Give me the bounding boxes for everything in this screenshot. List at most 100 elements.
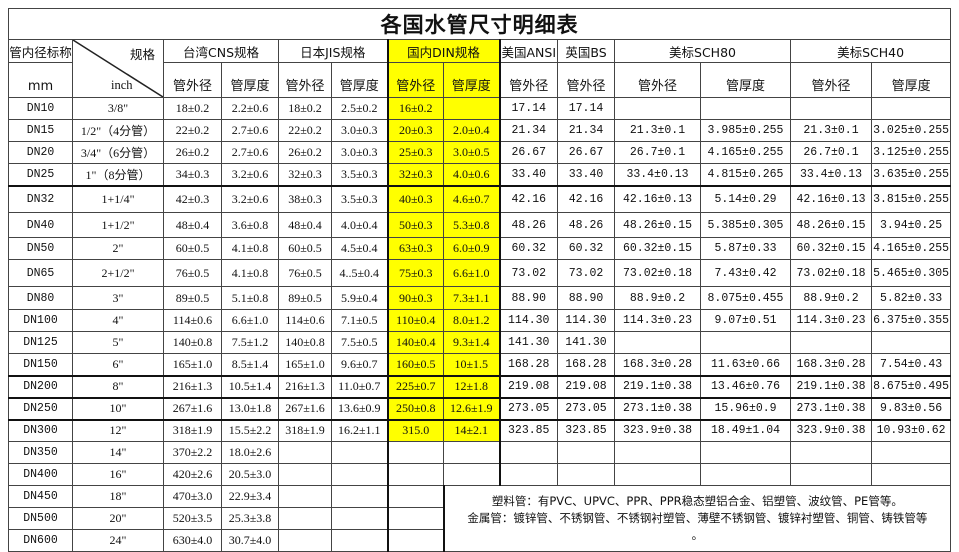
value-cell: 13.6±0.9 xyxy=(331,396,388,420)
nominal-size-cell: DN500 xyxy=(8,507,73,530)
value-cell: 21.34 xyxy=(557,119,615,142)
value-cell: 26±0.2 xyxy=(163,141,222,164)
table-row: DN40 1+1/2" 48±0.4 3.6±0.8 48±0.4 4.0±0.4 50±0… xyxy=(8,212,952,238)
value-cell: 12±1.8 xyxy=(443,374,501,398)
value-cell: 73.02±0.18 xyxy=(614,259,701,287)
value-cell: 17.14 xyxy=(557,97,615,120)
nominal-size-cell: DN80 xyxy=(8,286,73,310)
value-cell: 88.9±0.2 xyxy=(790,286,872,310)
inch-size-cell: 18" xyxy=(72,485,164,508)
header-wall-thickness: 管厚度 xyxy=(221,62,279,98)
header-wall-thickness: 管厚度 xyxy=(700,62,791,98)
value-cell: 420±2.6 xyxy=(163,463,222,486)
value-cell: 114.3±0.23 xyxy=(790,309,872,332)
value-cell xyxy=(614,97,701,120)
value-cell: 90±0.3 xyxy=(386,286,444,310)
value-cell: 2.5±0.2 xyxy=(331,97,388,120)
value-cell: 6.0±0.9 xyxy=(443,237,501,260)
value-cell: 26.7±0.1 xyxy=(790,141,872,164)
value-cell: 20.5±3.0 xyxy=(221,463,279,486)
value-cell: 3.6±0.8 xyxy=(221,212,279,238)
header-sch80: 美标SCH80 xyxy=(614,39,791,63)
table-row: DN80 3" 89±0.5 5.1±0.8 89±0.5 5.9±0.4 90±0.3 7.… xyxy=(8,286,952,310)
value-cell: 520±3.5 xyxy=(163,507,222,530)
value-cell: 323.85 xyxy=(499,418,558,442)
value-cell xyxy=(278,485,332,508)
value-cell: 42.16 xyxy=(499,184,558,213)
value-cell: 48.26±0.15 xyxy=(790,212,872,238)
value-cell: 3.0±0.3 xyxy=(331,141,388,164)
value-cell xyxy=(790,441,872,464)
nominal-size-cell: DN250 xyxy=(8,396,73,420)
value-cell: 140±0.8 xyxy=(163,331,222,354)
table-row: DN100 4" 114±0.6 6.6±1.0 114±0.6 7.1±0.5 110±0… xyxy=(8,309,952,332)
value-cell: 22±0.2 xyxy=(278,119,332,142)
value-cell: 168.3±0.28 xyxy=(790,353,872,376)
value-cell: 273.1±0.38 xyxy=(614,396,701,420)
value-cell: 42.16±0.13 xyxy=(790,184,872,213)
value-cell: 15.5±2.2 xyxy=(221,418,279,442)
table-row: DN250 10" 267±1.6 13.0±1.8 267±1.6 13.6±0.9 25… xyxy=(8,396,952,420)
value-cell: 60.32±0.15 xyxy=(790,237,872,260)
value-cell xyxy=(790,331,872,354)
value-cell: 88.90 xyxy=(499,286,558,310)
value-cell: 18±0.2 xyxy=(278,97,332,120)
value-cell: 323.9±0.38 xyxy=(614,418,701,442)
value-cell: 273.1±0.38 xyxy=(790,396,872,420)
inch-size-cell: 24" xyxy=(72,529,164,552)
value-cell: 4.6±0.7 xyxy=(443,184,501,213)
inch-size-cell: 3/4"（6分管） xyxy=(72,141,164,164)
value-cell: 9.3±1.4 xyxy=(443,331,501,354)
value-cell: 12.6±1.9 xyxy=(443,396,501,420)
value-cell: 7.54±0.43 xyxy=(870,353,952,376)
value-cell xyxy=(386,507,445,530)
value-cell xyxy=(557,463,615,486)
note-line1: 塑料管：有PVC、UPVC、PPR、PPR稳态塑铝合金、铝塑管、波纹管、PE管等… xyxy=(491,494,903,508)
value-cell: 318±1.9 xyxy=(278,418,332,442)
header-ansi: 美国ANSI xyxy=(499,39,558,63)
value-cell: 89±0.5 xyxy=(163,286,222,310)
inch-size-cell: 8" xyxy=(72,374,164,398)
value-cell: 48.26 xyxy=(557,212,615,238)
value-cell: 141.30 xyxy=(499,331,558,354)
header-outer-diameter: 管外径 xyxy=(790,62,872,98)
value-cell: 5.3±0.8 xyxy=(443,212,501,238)
value-cell: 32±0.3 xyxy=(278,163,332,186)
value-cell xyxy=(700,441,791,464)
value-cell xyxy=(331,441,388,464)
value-cell: 11.63±0.66 xyxy=(700,353,791,376)
value-cell xyxy=(331,507,388,530)
value-cell: 219.1±0.38 xyxy=(790,374,872,398)
value-cell: 114±0.6 xyxy=(163,309,222,332)
value-cell xyxy=(278,529,332,552)
value-cell: 63±0.3 xyxy=(386,237,444,260)
value-cell: 16.2±1.1 xyxy=(331,418,388,442)
value-cell: 3.0±0.3 xyxy=(331,119,388,142)
nominal-size-cell: DN32 xyxy=(8,184,73,213)
value-cell: 60±0.5 xyxy=(278,237,332,260)
value-cell: 5.14±0.29 xyxy=(700,184,791,213)
table-row: DN300 12" 318±1.9 15.5±2.2 318±1.9 16.2±1.1 31… xyxy=(8,418,952,442)
value-cell: 168.28 xyxy=(499,353,558,376)
value-cell: 5.385±0.305 xyxy=(700,212,791,238)
value-cell: 89±0.5 xyxy=(278,286,332,310)
inch-size-cell: 3" xyxy=(72,286,164,310)
value-cell xyxy=(443,97,501,120)
table-row: DN400 16" 420±2.6 20.5±3.0 xyxy=(8,463,952,486)
value-cell: 6.375±0.355 xyxy=(870,309,952,332)
value-cell: 7.3±1.1 xyxy=(443,286,501,310)
nominal-size-cell: DN65 xyxy=(8,259,73,287)
table-row: DN125 5" 140±0.8 7.5±1.2 140±0.8 7.5±0.5 140±0… xyxy=(8,331,952,354)
nominal-size-cell: DN15 xyxy=(8,119,73,142)
header-outer-diameter: 管外径 xyxy=(557,62,615,98)
value-cell: 60.32 xyxy=(557,237,615,260)
nominal-size-cell: DN10 xyxy=(8,97,73,120)
value-cell: 165±1.0 xyxy=(163,353,222,376)
table-row: DN50 2" 60±0.5 4.1±0.8 60±0.5 4.5±0.4 63±0.3 6.… xyxy=(8,237,952,260)
nominal-size-cell: DN450 xyxy=(8,485,73,508)
value-cell: 165±1.0 xyxy=(278,353,332,376)
header-din: 国内DIN规格 xyxy=(386,39,501,63)
header-outer-diameter: 管外径 xyxy=(614,62,701,98)
value-cell xyxy=(331,485,388,508)
value-cell: 9.6±0.7 xyxy=(331,353,388,376)
